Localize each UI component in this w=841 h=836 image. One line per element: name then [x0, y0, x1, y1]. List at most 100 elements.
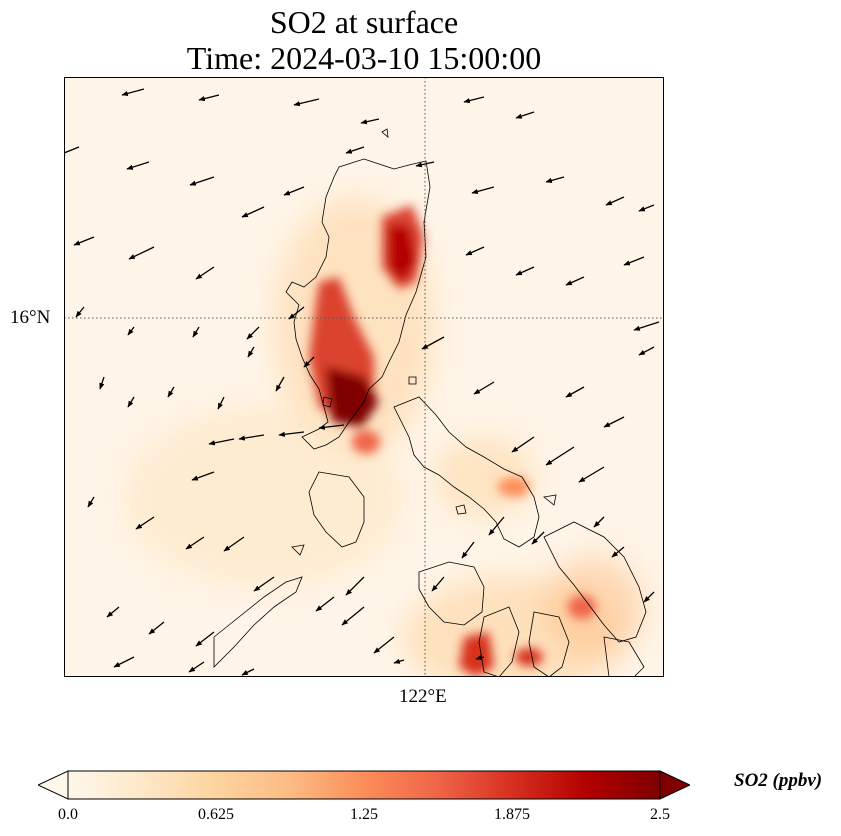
plume-southeast-spot: [515, 648, 543, 666]
wind-arrow: [415, 161, 435, 168]
wind-arrow: [360, 118, 380, 125]
colorbar-tick-label: 2.5: [650, 806, 670, 823]
wind-vectors: [64, 88, 660, 676]
wind-arrow: [341, 606, 365, 626]
wind-arrow: [638, 346, 655, 356]
wind-arrow: [106, 606, 120, 618]
wind-arrow: [121, 88, 145, 96]
wind-arrow: [135, 516, 155, 530]
wind-arrow: [393, 658, 405, 664]
wind-arrow: [185, 536, 205, 550]
wind-arrow: [99, 376, 105, 390]
wind-arrow: [463, 96, 485, 104]
wind-arrow: [283, 186, 305, 196]
wind-arrow: [127, 396, 135, 408]
coast-islet-6: [543, 494, 557, 506]
wind-arrow: [223, 536, 245, 552]
wind-arrow: [288, 306, 305, 320]
coast-islet-4: [381, 128, 389, 138]
wind-arrow: [167, 386, 175, 398]
wind-arrow: [278, 431, 305, 437]
wind-arrow: [531, 531, 545, 545]
latitude-label: 16°N: [10, 307, 51, 328]
plume-east-halo: [434, 437, 534, 517]
wind-arrow: [465, 246, 485, 256]
map-time-subtitle: Time: 2024-03-10 15:00:00: [186, 40, 542, 76]
map-panel: [64, 77, 664, 677]
wind-arrow: [113, 656, 135, 668]
wind-arrow: [126, 161, 150, 170]
wind-arrow: [275, 376, 285, 392]
wind-arrow: [303, 356, 315, 368]
wind-arrow: [611, 546, 625, 558]
wind-arrow: [315, 596, 335, 612]
wind-arrow: [198, 94, 220, 102]
wind-arrow: [247, 346, 255, 358]
colorbar-title: SO2 (ppbv): [734, 770, 823, 791]
coast-palawan-north: [213, 576, 303, 668]
plume-central-peak: [326, 367, 379, 427]
wind-arrow: [473, 381, 495, 395]
wind-arrow: [192, 326, 200, 338]
colorbar-gradient: [67, 770, 661, 800]
coast-negros: [478, 606, 520, 677]
colorbar: [38, 770, 690, 800]
coast-islet-5: [291, 544, 305, 556]
coast-cebu: [528, 611, 570, 677]
plume-east-spot: [498, 477, 530, 497]
wind-arrow: [293, 98, 320, 107]
wind-arrow: [241, 668, 255, 676]
plume-north-peak: [389, 225, 416, 282]
plume-southwest-haze: [124, 407, 404, 587]
coast-panay: [418, 561, 485, 626]
coast-islet-2: [455, 504, 467, 515]
wind-arrow: [373, 636, 395, 654]
wind-arrow: [195, 266, 215, 280]
wind-arrow: [148, 621, 165, 635]
wind-arrow: [128, 246, 155, 260]
wind-arrow: [195, 631, 215, 647]
colorbar-extend-low: [38, 770, 69, 800]
wind-arrow: [318, 424, 345, 430]
wind-arrow: [208, 438, 235, 446]
longitude-label: 122°E: [399, 686, 447, 707]
wind-arrow: [64, 146, 80, 156]
wind-arrow: [623, 256, 645, 266]
coast-islet-3: [408, 376, 417, 385]
wind-arrow: [217, 396, 225, 410]
colorbar-extend-high: [659, 770, 690, 800]
wind-arrow: [638, 204, 655, 212]
wind-arrow: [431, 576, 445, 592]
wind-arrow: [461, 541, 475, 559]
coast-samar: [543, 521, 647, 643]
coast-islet-1: [322, 396, 333, 408]
wind-arrow: [238, 434, 265, 441]
wind-arrow: [241, 206, 265, 218]
wind-arrow: [189, 176, 215, 186]
plume-far-east-spot: [568, 595, 596, 619]
wind-arrow: [633, 321, 660, 331]
wind-arrow: [191, 471, 215, 481]
so2-plume-core: [309, 205, 596, 677]
colorbar-tick-label: 1.875: [494, 806, 530, 823]
wind-arrow: [578, 466, 605, 483]
wind-arrow: [246, 326, 260, 340]
wind-arrow: [515, 111, 535, 119]
wind-arrow: [545, 176, 565, 183]
plume-southeast-core: [459, 632, 494, 677]
wind-arrow: [511, 436, 535, 453]
coast-leyte-edge: [603, 636, 645, 677]
wind-arrow: [471, 186, 495, 194]
wind-arrow: [565, 386, 585, 398]
coast-bicol: [393, 396, 540, 548]
colorbar-tick-label: 0.0: [58, 806, 78, 823]
wind-arrow: [603, 416, 625, 428]
wind-arrow: [565, 276, 585, 286]
wind-arrow: [643, 591, 655, 603]
wind-arrow: [515, 266, 535, 276]
plume-south-spot: [352, 430, 380, 454]
colorbar-tick-label: 0.625: [198, 806, 234, 823]
gridlines: [64, 77, 664, 677]
map-border: [64, 77, 664, 677]
wind-arrow: [253, 576, 275, 592]
